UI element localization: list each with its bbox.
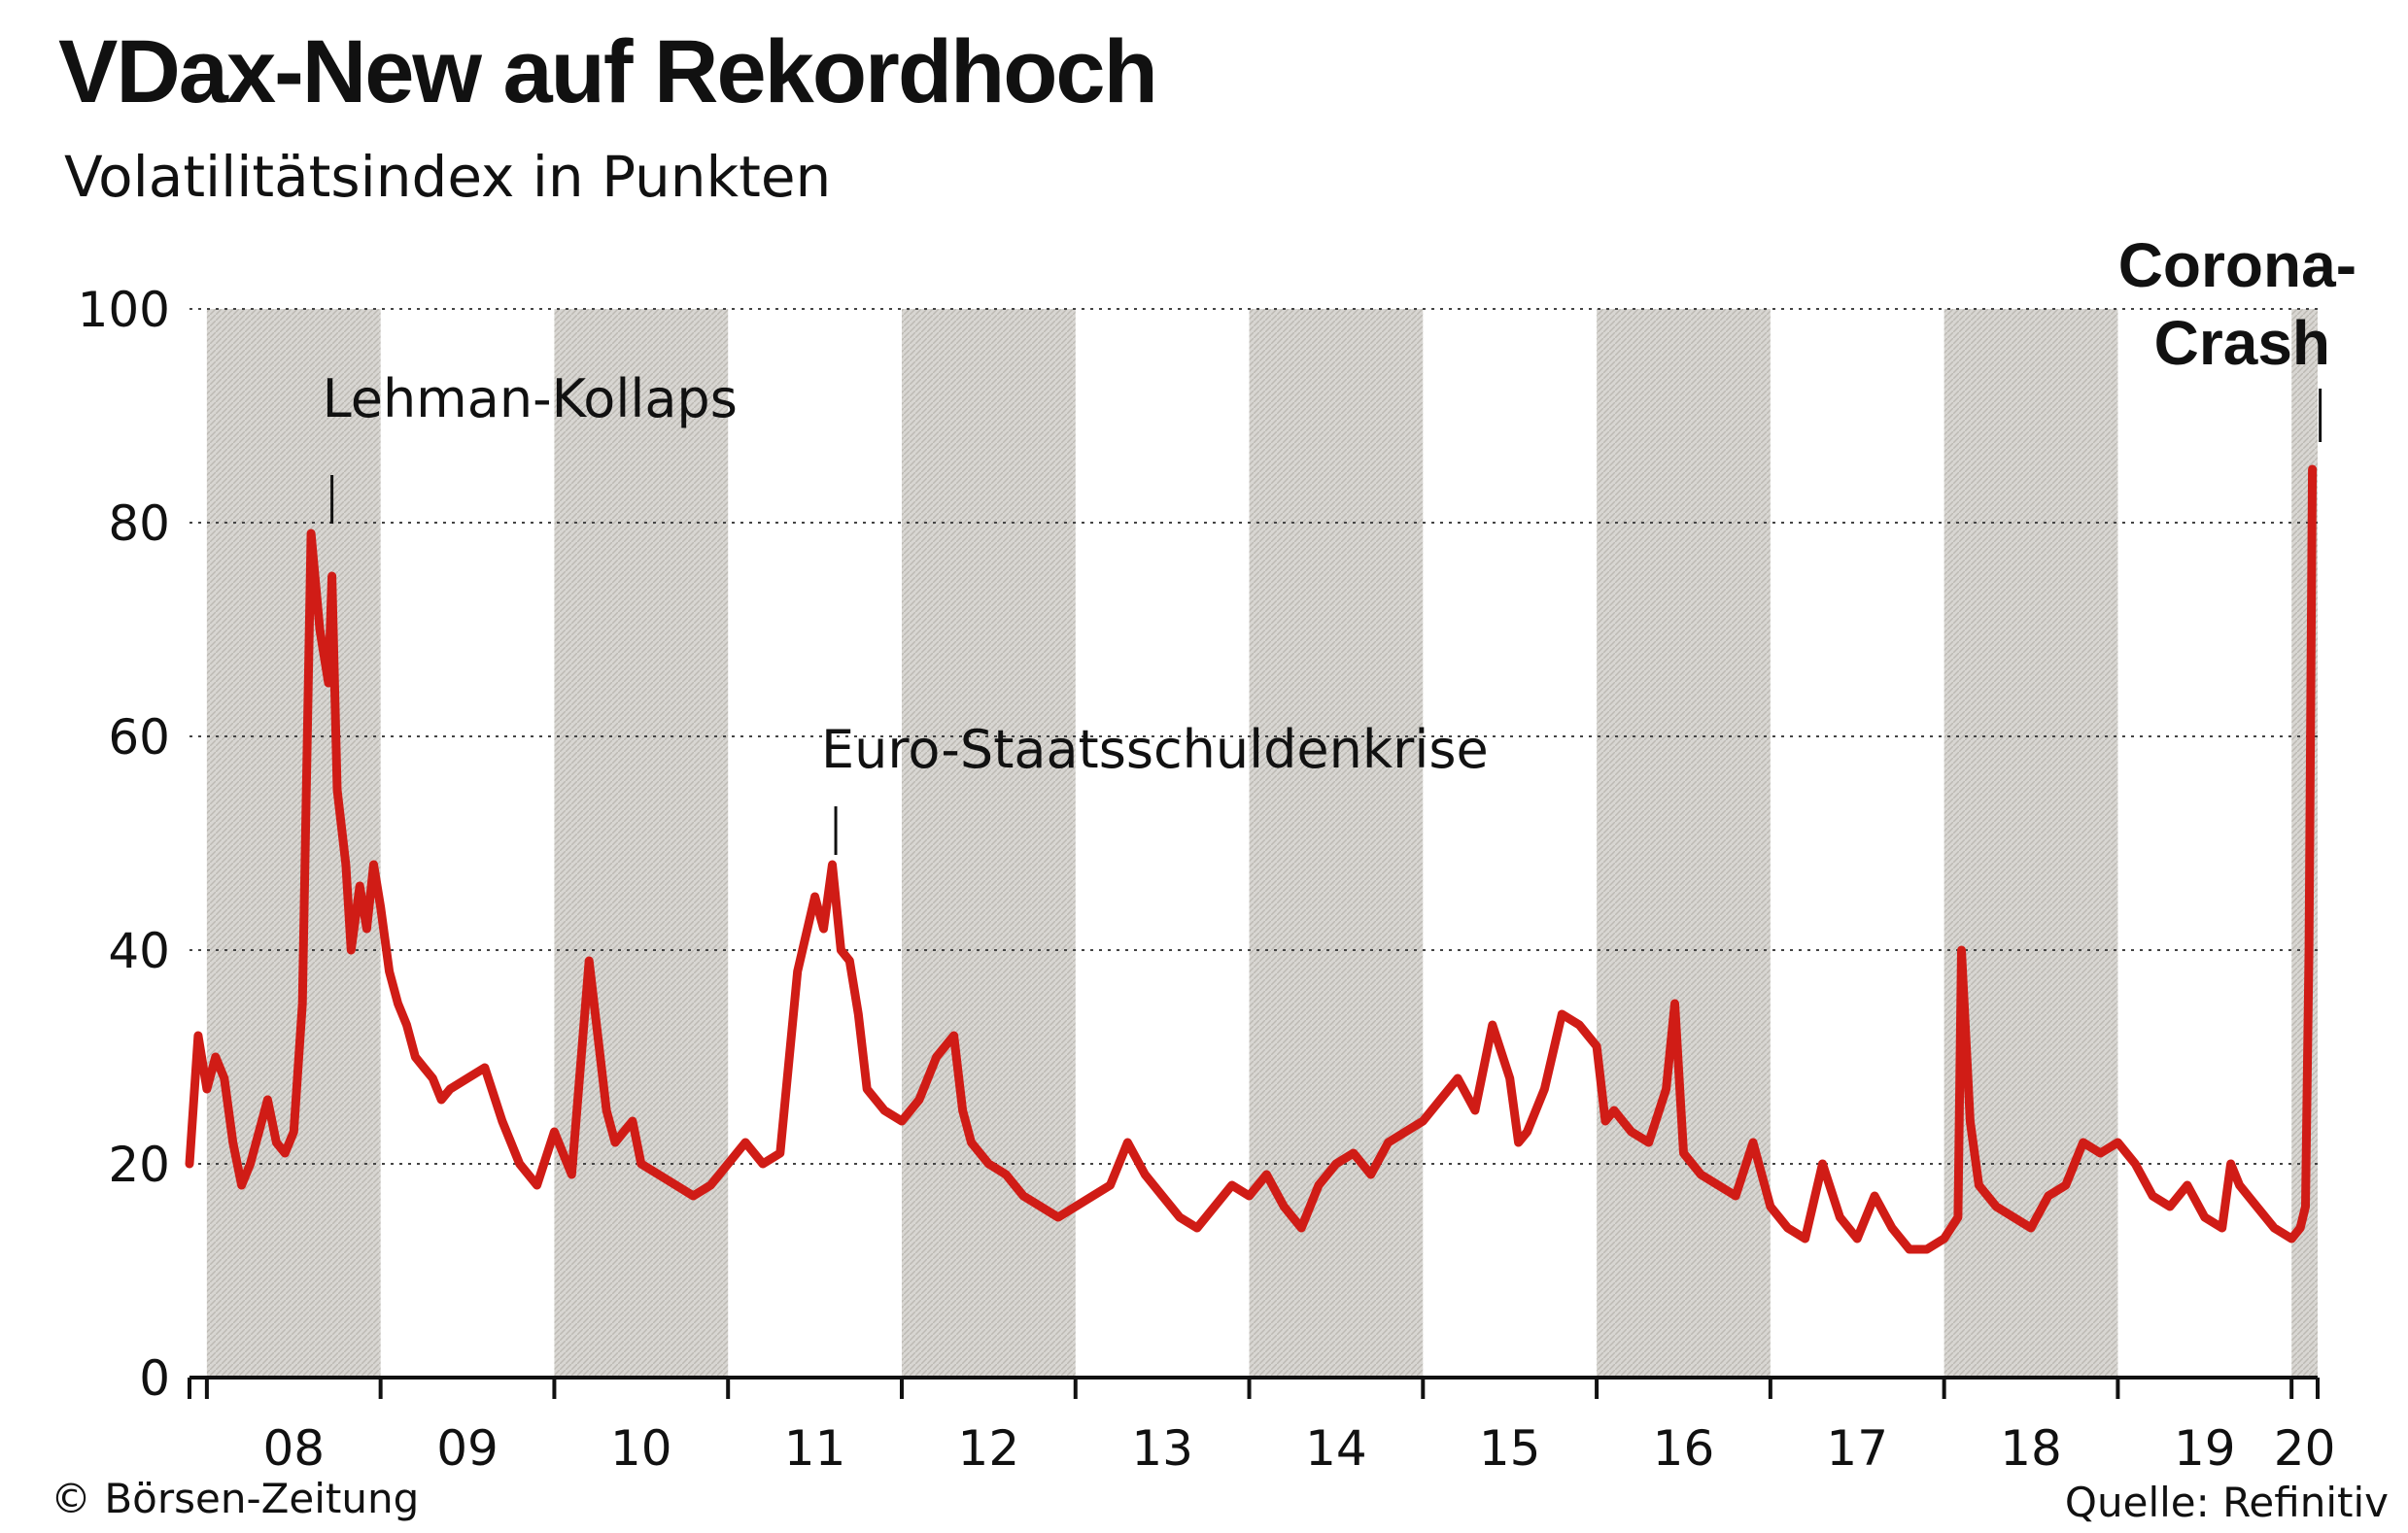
year-bands — [206, 309, 2318, 1378]
x-tick-label-20: 20 — [2274, 1420, 2336, 1477]
annotations: Lehman-Kollaps Euro-Staatsschuldenkrise Co… — [323, 230, 2356, 855]
x-tick-label-11: 11 — [784, 1420, 846, 1477]
y-tick-label-20: 20 — [108, 1137, 170, 1193]
annotation-euro-krise: Euro-Staatsschuldenkrise — [821, 719, 1489, 780]
chart-title: VDax-New auf Rekordhoch — [58, 22, 1158, 121]
y-tick-label-0: 0 — [139, 1350, 170, 1407]
x-tick-label-09: 09 — [436, 1420, 499, 1477]
chart-subtitle: Volatilitätsindex in Punkten — [64, 144, 832, 210]
y-tick-label-80: 80 — [108, 495, 170, 552]
x-tick-label-19: 19 — [2174, 1420, 2236, 1477]
x-tick-label-10: 10 — [610, 1420, 672, 1477]
axes: 08 09 10 11 12 13 14 15 16 17 18 19 20 0 20 40 60 80 100 — [78, 282, 2336, 1477]
copyright-note: © Börsen-Zeitung — [51, 1475, 420, 1522]
x-tick-label-12: 12 — [958, 1420, 1020, 1477]
x-tick-label-18: 18 — [2000, 1420, 2062, 1477]
year-band-14 — [1249, 309, 1424, 1378]
year-band-08 — [206, 309, 381, 1378]
year-band-16 — [1597, 309, 1771, 1378]
annotation-lehman-kollaps: Lehman-Kollaps — [323, 368, 738, 429]
y-tick-label-60: 60 — [108, 709, 170, 766]
y-tick-label-40: 40 — [108, 923, 170, 979]
x-tick-label-17: 17 — [1826, 1420, 1888, 1477]
annotation-corona-line1: Corona- — [2118, 230, 2356, 300]
x-tick-label-15: 15 — [1479, 1420, 1541, 1477]
y-tick-label-100: 100 — [78, 282, 170, 338]
x-tick-label-08: 08 — [262, 1420, 325, 1477]
year-band-10 — [554, 309, 729, 1378]
year-band-18 — [1944, 309, 2118, 1378]
x-tick-label-13: 13 — [1131, 1420, 1193, 1477]
x-tick-label-16: 16 — [1653, 1420, 1715, 1477]
source-note: Quelle: Refinitiv — [2064, 1479, 2389, 1526]
x-tick-label-14: 14 — [1305, 1420, 1367, 1477]
series-layer — [185, 464, 2318, 1254]
year-band-12 — [901, 309, 1076, 1378]
annotation-corona-line2: Crash — [2154, 308, 2330, 378]
series-line-0 — [185, 464, 2318, 1254]
